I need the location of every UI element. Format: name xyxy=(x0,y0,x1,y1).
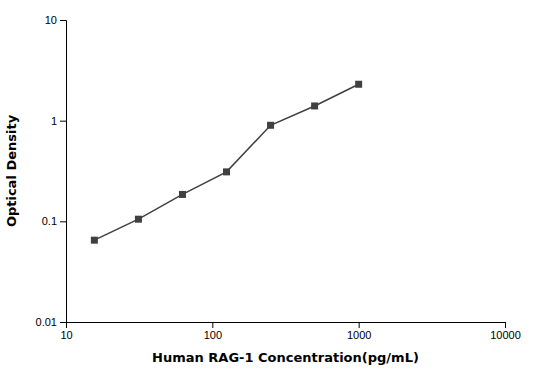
y-axis: 0.01 0.1 1 10 xyxy=(36,14,67,328)
marker xyxy=(91,237,98,244)
x-tick: 100 xyxy=(204,322,222,341)
line xyxy=(94,84,358,240)
marker xyxy=(311,102,318,109)
x-tick-mark xyxy=(359,322,360,328)
y-tick-mark xyxy=(60,221,66,222)
plot: 10 100 1000 10000 0.01 0.1 1 10 xyxy=(36,14,521,341)
y-tick: 10 xyxy=(45,14,66,26)
x-axis-title: Human RAG-1 Concentration(pg/mL) xyxy=(152,350,419,365)
marker xyxy=(135,216,142,223)
y-tick-mark xyxy=(60,322,66,323)
x-tick-label: 10 xyxy=(60,329,72,341)
marker xyxy=(355,81,362,88)
x-axis-line xyxy=(67,323,506,329)
x-tick-label: 1000 xyxy=(347,329,371,341)
y-tick-mark xyxy=(60,20,66,21)
marker xyxy=(267,122,274,129)
x-axis: 10 100 1000 10000 xyxy=(60,322,520,341)
y-tick-label: 0.1 xyxy=(42,215,57,227)
y-tick: 0.1 xyxy=(42,215,66,227)
y-axis-title: Optical Density xyxy=(4,114,19,227)
x-tick-mark xyxy=(505,322,506,328)
marker xyxy=(223,168,230,175)
x-tick-label: 10000 xyxy=(490,329,521,341)
y-tick: 0.01 xyxy=(36,316,66,328)
plot-area xyxy=(91,81,362,244)
y-tick: 1 xyxy=(51,115,66,127)
x-tick: 10000 xyxy=(490,322,521,341)
y-tick-label: 0.01 xyxy=(36,316,57,328)
marker xyxy=(179,191,186,198)
y-tick-label: 10 xyxy=(45,14,57,26)
y-tick-mark xyxy=(60,121,66,122)
x-tick-mark xyxy=(212,322,213,328)
y-tick-label: 1 xyxy=(51,115,57,127)
x-tick: 1000 xyxy=(347,322,371,341)
x-tick: 10 xyxy=(60,322,72,341)
x-tick-label: 100 xyxy=(204,329,222,341)
y-axis-line xyxy=(60,21,67,323)
chart: 10 100 1000 10000 0.01 0.1 1 10 Human RAG-1 Conc… xyxy=(0,0,533,372)
